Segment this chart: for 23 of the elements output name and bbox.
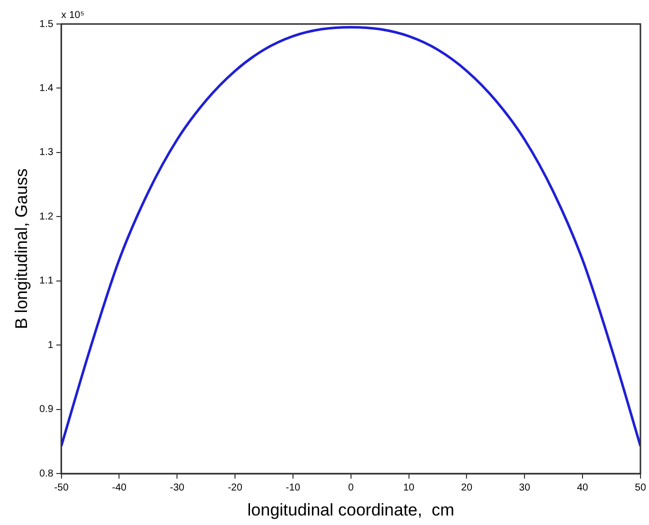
- x-tick-label: 10: [403, 482, 415, 494]
- x-tick-label: -10: [286, 482, 301, 494]
- x-tick-label: -30: [170, 482, 185, 494]
- y-tick-label: 1.3: [39, 147, 54, 158]
- x-tick-label: 50: [634, 482, 646, 494]
- y-tick-label: 1.1: [39, 276, 54, 287]
- y-tick-label: 1.2: [39, 211, 54, 222]
- y-tick-label: 1.5: [39, 18, 54, 30]
- x-tick-label: 40: [576, 482, 589, 494]
- x-tick-label: -50: [54, 482, 69, 494]
- y-tick-label: 1: [48, 340, 54, 351]
- line-series: [61, 26, 640, 448]
- y-axis-title: B longitudinal, Gauss: [12, 168, 31, 330]
- x-tick-label: -40: [112, 482, 127, 494]
- x-tick-label: -20: [228, 482, 243, 494]
- x-tick-label: 30: [519, 482, 531, 494]
- x-axis-title: longitudinal coordinate, cm: [247, 500, 454, 520]
- y-tick-label: 0.8: [39, 468, 54, 480]
- x-tick-label: 0: [348, 482, 354, 494]
- y-tick-label: 1.4: [39, 82, 54, 94]
- text: x 10⁵: [61, 10, 84, 21]
- y-tick-label: 0.9: [39, 404, 54, 416]
- x-tick-label: 20: [461, 482, 473, 494]
